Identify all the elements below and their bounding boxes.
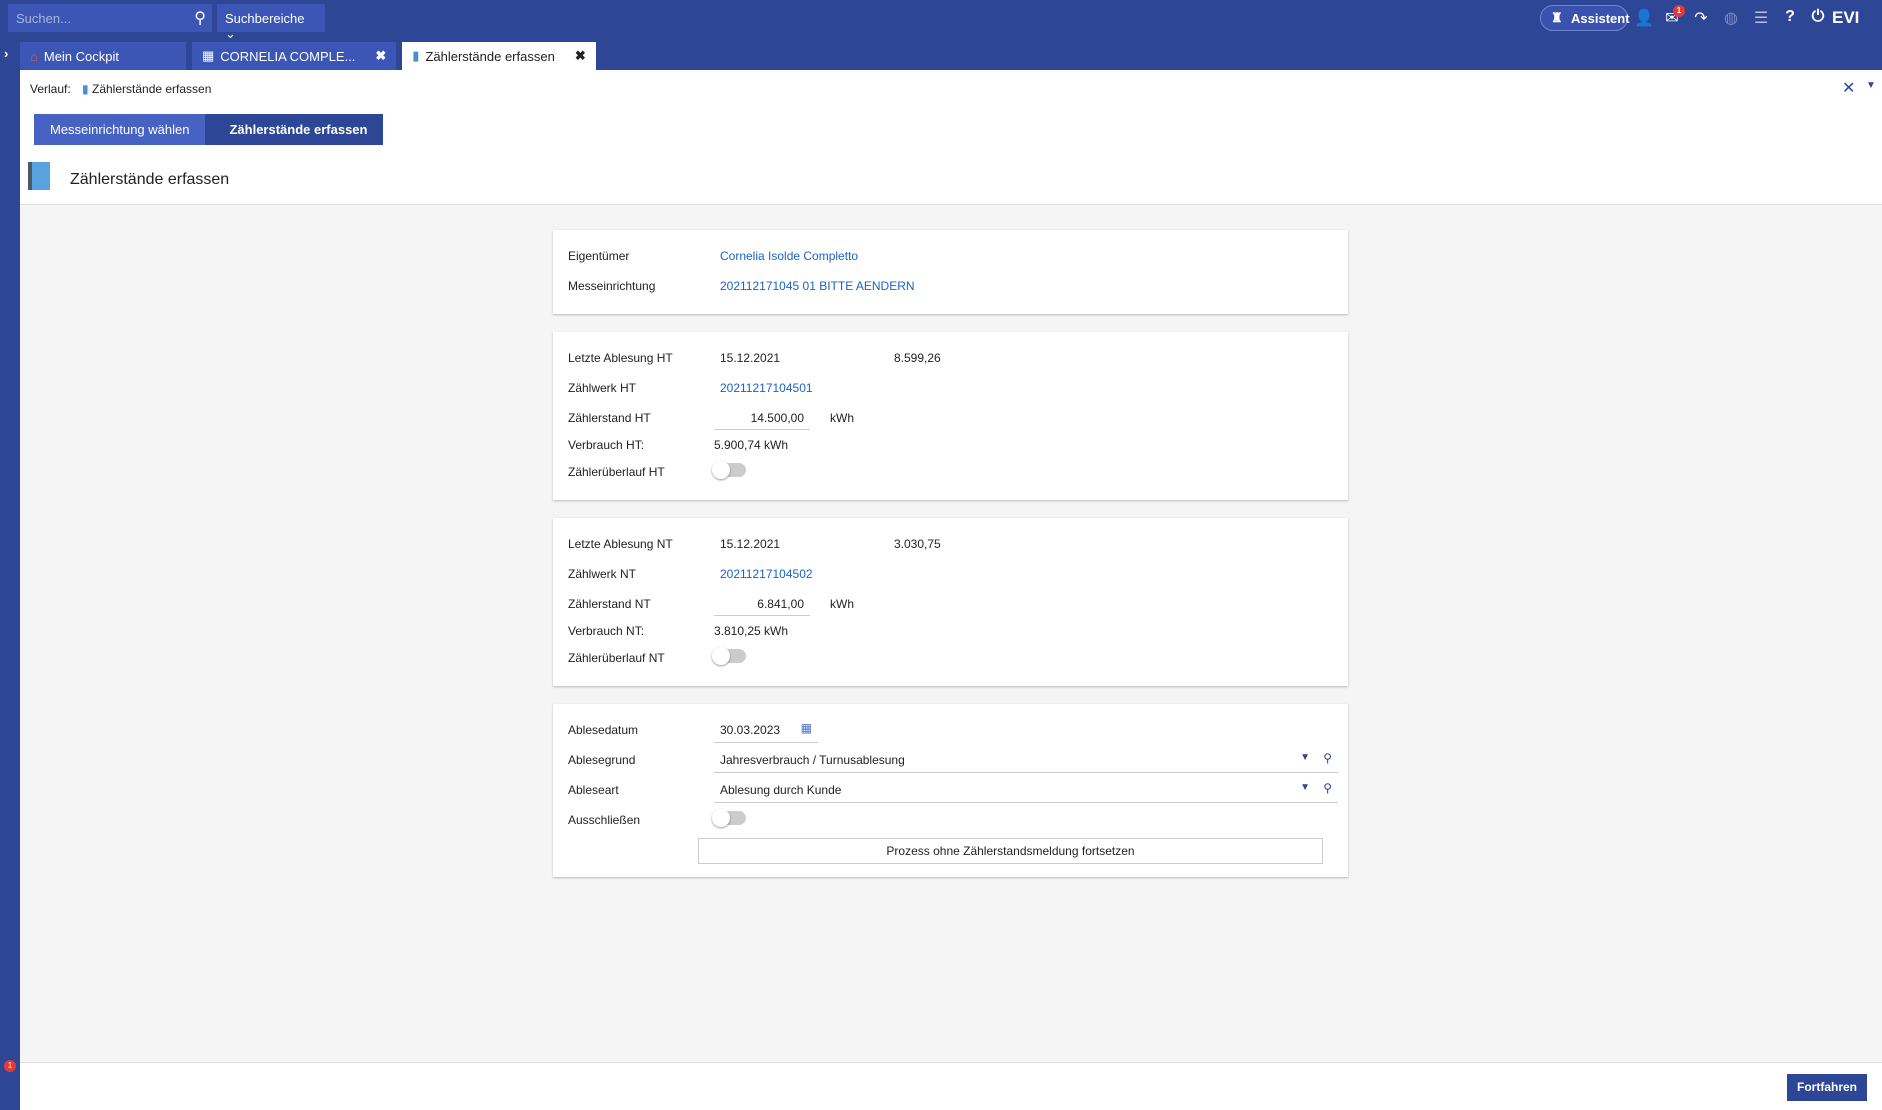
history-item[interactable]: Zählerstände erfassen [92, 82, 212, 96]
search-areas-label: Suchbereiche [225, 11, 305, 26]
tab-label: Mein Cockpit [43, 48, 119, 64]
nt-unit: kWh [830, 597, 854, 611]
search-areas-dropdown[interactable]: Suchbereiche ⌄ [217, 4, 325, 41]
tab-bar: ⌂ Mein Cockpit ▦ CORNELIA COMPLE... ✖ ▮ Zähl… [20, 42, 596, 70]
tab-label: CORNELIA COMPLE... [220, 48, 356, 64]
owner-link[interactable]: Cornelia Isolde Completto [720, 249, 859, 263]
tab-mein-cockpit[interactable]: ⌂ Mein Cockpit [20, 42, 186, 70]
power-icon[interactable]: ⏻ [1811, 8, 1825, 25]
ht-consumption: 5.900,74 kWh [714, 438, 789, 452]
reading-card: Ablesedatum 30.03.2023 ▦ Ablesegrund Jahres… [553, 704, 1348, 877]
nt-card: Letzte Ablesung NT 15.12.2021 3.030,75 Zäh… [553, 518, 1348, 686]
nt-last-label: Letzte Ablesung NT [568, 537, 673, 551]
calendar-icon[interactable]: ▦ [800, 721, 812, 735]
ht-overflow-toggle[interactable] [712, 461, 746, 479]
search-icon[interactable]: ⚲ [1323, 751, 1332, 765]
user-icon[interactable]: 👤 [1634, 10, 1654, 27]
nt-reading-input[interactable]: 6.841,00 [714, 591, 810, 616]
nt-last-date: 15.12.2021 [720, 537, 781, 551]
meter-label: Messeinrichtung [568, 279, 656, 293]
notification-badge: 1 [1673, 5, 1685, 17]
tab-label: Zählerstände erfassen [425, 48, 555, 64]
ht-reading-label: Zählerstand HT [568, 411, 651, 425]
close-icon[interactable]: ✕ [1842, 80, 1856, 97]
lighthouse-icon: ♜ [1551, 10, 1563, 25]
ht-consumption-label: Verbrauch HT: [568, 438, 645, 452]
reading-date-input[interactable]: 30.03.2023 ▦ [714, 717, 818, 743]
ht-last-label: Letzte Ablesung HT [568, 351, 673, 365]
caret-down-icon[interactable]: ▼ [1866, 80, 1876, 91]
nt-reading-label: Zählerstand NT [568, 597, 651, 611]
reading-reason-value: Jahresverbrauch / Turnusablesung [720, 753, 905, 767]
reading-type-value: Ablesung durch Kunde [720, 783, 842, 797]
history-bar: Verlauf: ▮ Zählerstände erfassen [30, 82, 211, 96]
skip-reading-button[interactable]: Prozess ohne Zählerstandsmeldung fortset… [698, 838, 1323, 864]
ht-unit: kWh [830, 411, 854, 425]
reading-type-select[interactable]: Ablesung durch Kunde ▼ ⚲ [714, 777, 1338, 803]
search-icon[interactable]: ⚲ [194, 10, 206, 27]
close-tab-icon[interactable]: ✖ [375, 48, 387, 63]
nt-register-link[interactable]: 20211217104502 [720, 567, 813, 581]
main-content: Verlauf: ▮ Zählerstände erfassen ✕ ▼ Mes… [20, 70, 1882, 1110]
exclude-toggle[interactable] [712, 809, 746, 827]
nt-consumption: 3.810,25 kWh [714, 624, 789, 638]
meter-link[interactable]: 202112171045 01 BITTE AENDERN [720, 279, 915, 293]
building-icon: ▦ [202, 48, 215, 63]
chevron-down-icon: ⌄ [225, 26, 236, 41]
nt-register-label: Zählwerk NT [568, 567, 637, 581]
tab-customer[interactable]: ▦ CORNELIA COMPLE... ✖ [192, 42, 397, 70]
tab-zaehlerstaende[interactable]: ▮ Zählerstände erfassen ✖ [402, 42, 596, 70]
reading-reason-label: Ablesegrund [568, 753, 636, 767]
redo-icon[interactable]: ↷ [1694, 10, 1708, 27]
meter-book-icon: ▮ [412, 48, 420, 63]
ht-last-value: 8.599,26 [894, 351, 941, 365]
meter-book-icon: ▮ [82, 82, 89, 96]
home-icon: ⌂ [30, 48, 38, 64]
expand-sidebar-icon[interactable]: › [4, 46, 9, 61]
ht-overflow-label: Zählerüberlauf HT [568, 465, 665, 479]
footer-bar: Fortfahren [20, 1062, 1882, 1110]
nt-overflow-label: Zählerüberlauf NT [568, 651, 665, 665]
reading-reason-select[interactable]: Jahresverbrauch / Turnusablesung ▼ ⚲ [714, 747, 1338, 773]
nt-consumption-label: Verbrauch NT: [568, 624, 645, 638]
history-label: Verlauf: [30, 82, 71, 96]
reading-date-value: 30.03.2023 [720, 723, 781, 737]
close-tab-icon[interactable]: ✖ [574, 48, 586, 63]
owner-card: Eigentümer Cornelia Isolde Completto Mess… [553, 230, 1348, 314]
dropdown-arrow-icon[interactable]: ▼ [1300, 752, 1310, 763]
owner-label: Eigentümer [568, 249, 630, 263]
brand-logo: EVI [1832, 8, 1860, 27]
ht-reading-input[interactable]: 14.500,00 [714, 405, 810, 430]
continue-button[interactable]: Fortfahren [1787, 1074, 1867, 1101]
top-bar: Suchen... ⚲ Suchbereiche ⌄ ♜ Assistent 👤 ✉… [0, 0, 1882, 70]
search-input[interactable]: Suchen... ⚲ [8, 4, 212, 32]
meter-reading-icon [28, 162, 50, 190]
assistant-button[interactable]: ♜ Assistent [1540, 5, 1630, 31]
reading-type-label: Ableseart [568, 783, 619, 797]
wizard-steps: Messeinrichtung wählen Zählerstände erfa… [34, 114, 384, 145]
database-icon[interactable]: ☰ [1753, 10, 1769, 27]
help-icon[interactable]: ? [1785, 8, 1795, 25]
reading-date-label: Ablesedatum [568, 723, 639, 737]
ht-card: Letzte Ablesung HT 15.12.2021 8.599,26 Zäh… [553, 332, 1348, 500]
dropdown-arrow-icon[interactable]: ▼ [1300, 782, 1310, 793]
error-badge[interactable]: 1 [4, 1060, 16, 1072]
ht-last-date: 15.12.2021 [720, 351, 781, 365]
search-icon[interactable]: ⚲ [1323, 781, 1332, 795]
page-title: Zählerstände erfassen [70, 171, 230, 188]
ht-register-label: Zählwerk HT [568, 381, 637, 395]
exclude-label: Ausschließen [568, 813, 641, 827]
search-placeholder: Suchen... [16, 11, 71, 26]
globe-icon[interactable]: ◍ [1724, 10, 1738, 27]
page-header: Verlauf: ▮ Zählerstände erfassen ✕ ▼ Mes… [20, 70, 1882, 205]
step-zaehlerstaende[interactable]: Zählerstände erfassen [205, 114, 384, 145]
step-messeinrichtung[interactable]: Messeinrichtung wählen [34, 114, 206, 145]
ht-register-link[interactable]: 20211217104501 [720, 381, 813, 395]
nt-last-value: 3.030,75 [894, 537, 941, 551]
assistant-label: Assistent [1571, 11, 1630, 26]
nt-overflow-toggle[interactable] [712, 647, 746, 665]
